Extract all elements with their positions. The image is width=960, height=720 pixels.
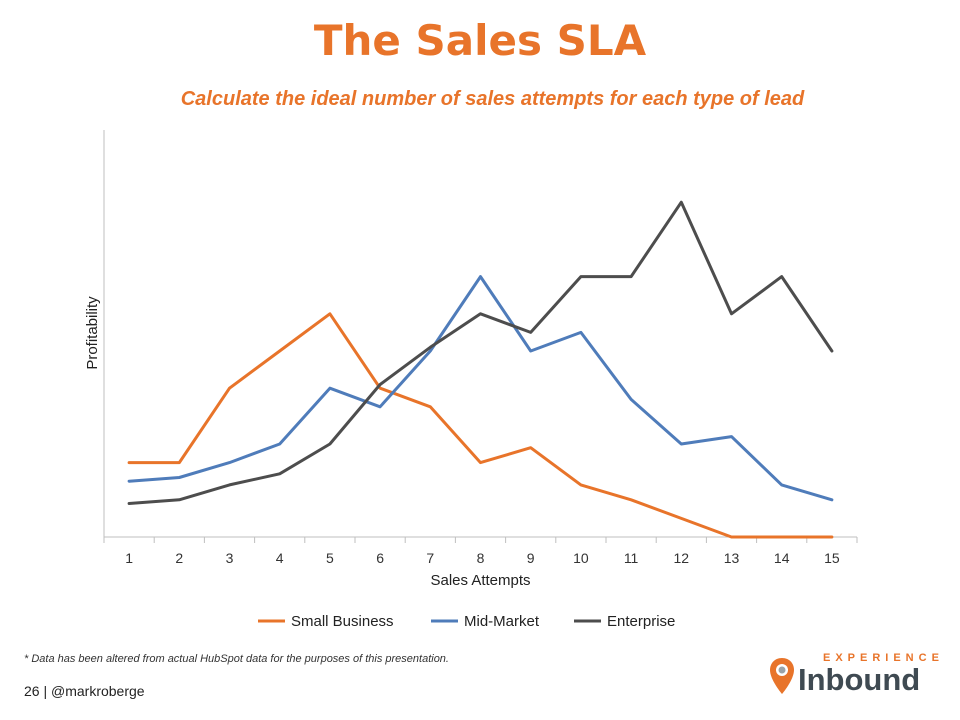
author-handle: @markroberge: [51, 683, 145, 699]
chart-legend: Small Business Mid-Market Enterprise: [258, 613, 675, 630]
legend-label-small-business: Small Business: [291, 613, 394, 630]
x-tick-label: 13: [724, 550, 740, 566]
chart-series: [127, 200, 834, 539]
experience-inbound-logo: EXPERIENCE Inbound: [768, 650, 940, 698]
page-footer: 26 | @markroberge: [24, 683, 145, 699]
x-tick-label: 10: [573, 550, 589, 566]
y-axis-title: Profitability: [84, 296, 101, 370]
location-pin-icon: [770, 658, 794, 694]
legend-label-enterprise: Enterprise: [607, 613, 675, 630]
x-tick-label: 4: [276, 550, 284, 566]
x-tick-label: 2: [175, 550, 183, 566]
logo-inbound-text: Inbound: [798, 662, 921, 697]
x-tick-label: 1: [125, 550, 133, 566]
footnote: * Data has been altered from actual HubS…: [24, 653, 449, 665]
x-tick-label: 14: [774, 550, 790, 566]
series-line-enterprise: [127, 200, 834, 505]
x-tick-label: 15: [824, 550, 840, 566]
legend-label-mid-market: Mid-Market: [464, 613, 540, 630]
x-tick-label: 11: [624, 550, 639, 566]
x-tick-label: 7: [426, 550, 434, 566]
slide-title: The Sales SLA: [313, 16, 647, 65]
x-tick-label: 12: [674, 550, 690, 566]
series-line-small-business: [127, 312, 834, 539]
logo-experience-text: EXPERIENCE: [823, 652, 944, 664]
x-tick-label: 6: [376, 550, 384, 566]
x-axis-title: Sales Attempts: [430, 572, 530, 589]
x-tick-label: 5: [326, 550, 334, 566]
footer-separator: |: [43, 683, 48, 699]
x-tick-label: 9: [527, 550, 535, 566]
slide-subtitle: Calculate the ideal number of sales atte…: [180, 88, 805, 110]
x-tick-label: 3: [226, 550, 234, 566]
series-line-mid-market: [127, 275, 834, 502]
page-number: 26: [24, 683, 40, 699]
x-tick-label: 8: [477, 550, 485, 566]
